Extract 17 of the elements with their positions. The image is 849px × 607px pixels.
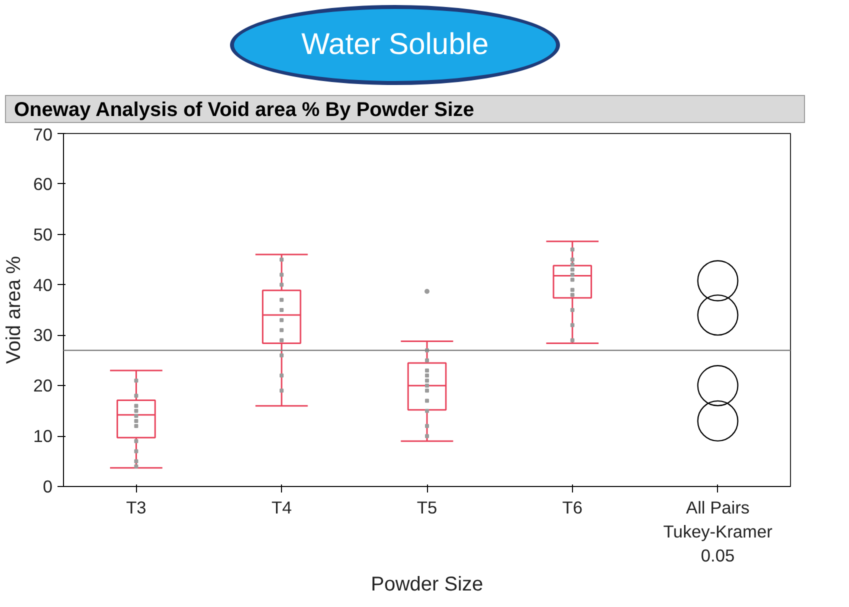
y-axis-title: Void area % (3, 256, 26, 364)
x-tick-label: All Pairs Tukey-Kramer 0.05 (663, 498, 773, 566)
y-tick-label: 20 (33, 376, 53, 396)
y-tick-label: 40 (33, 274, 53, 295)
x-tick-label: T6 (562, 498, 583, 518)
y-tick-label: 70 (33, 124, 53, 144)
text: Water Soluble (301, 27, 489, 63)
y-tick-label: 50 (33, 224, 53, 244)
x-tick-label: T3 (126, 498, 146, 518)
y-tick-label: 0 (42, 476, 53, 496)
y-tick-label: 30 (33, 325, 53, 346)
x-tick-label: T4 (271, 498, 292, 518)
y-tick-label: 60 (33, 174, 53, 194)
x-axis-title: Powder Size (370, 574, 484, 596)
chart-title: Oneway Analysis of Void area % By Powder Size (14, 98, 474, 123)
y-tick-label: 10 (33, 426, 53, 446)
x-tick-label: T5 (416, 498, 438, 518)
